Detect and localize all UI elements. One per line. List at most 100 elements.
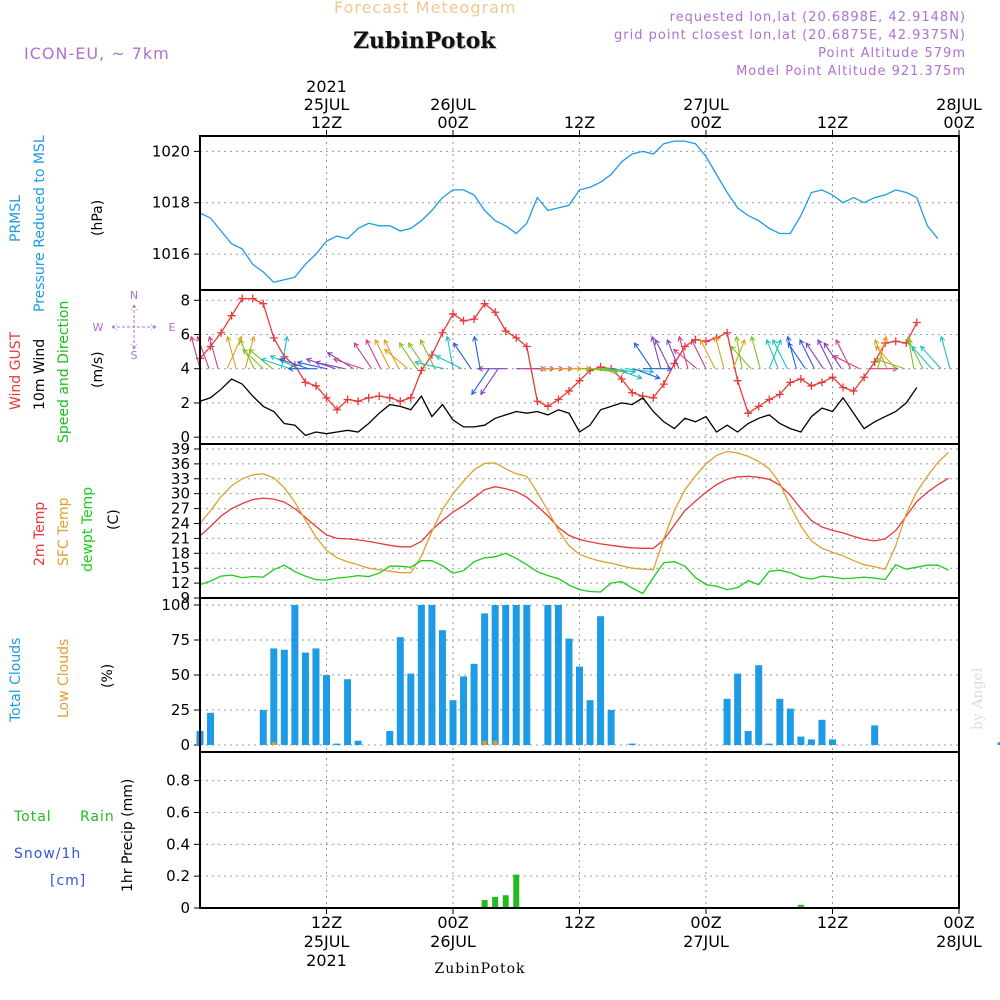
wind-direction-arrowhead: [237, 335, 243, 342]
wind-direction-arrow: [435, 355, 463, 370]
clouds-bar: [807, 739, 815, 745]
wind-direction-arrow: [730, 345, 752, 370]
clouds-bar: [301, 652, 309, 745]
wind-direction-arrowhead: [398, 342, 405, 349]
wind-direction-arrow: [634, 342, 653, 370]
pressure-panel-frame: [199, 135, 960, 291]
dewpt-temp-line: [199, 552, 949, 595]
wind-direction-arrow: [365, 339, 382, 369]
wind-direction-arrow: [261, 358, 291, 370]
wind-direction-arrowhead: [239, 338, 245, 345]
gust-marker: [396, 397, 405, 406]
wind-direction-arrowhead: [305, 357, 312, 364]
clouds-bar: [449, 700, 457, 745]
wind-direction-arrowhead: [907, 338, 913, 345]
clouds-bar: [470, 663, 478, 745]
gust-marker: [301, 378, 310, 387]
wind-direction-arrowhead: [636, 374, 643, 380]
cm-label: [cm]: [50, 873, 87, 889]
wind-direction-arrow: [244, 336, 255, 369]
wind-direction-arrowhead: [471, 389, 477, 396]
wind-direction-arrowhead: [383, 338, 389, 345]
top-hour-label: 00Z: [437, 113, 468, 132]
wind-direction-arrowhead: [269, 354, 276, 361]
clouds-bar: [407, 673, 415, 745]
wind-direction-arrow: [772, 339, 788, 369]
wind-direction-arrowhead: [823, 342, 829, 349]
clouds-bar: [512, 605, 520, 745]
wind-direction-arrowhead: [939, 335, 946, 342]
10m-wind-line: [199, 378, 918, 437]
gust-marker: [438, 328, 447, 337]
clouds-bar: [786, 708, 794, 745]
wind-direction-arrow: [615, 368, 642, 379]
wind-direction-arrowhead: [920, 345, 926, 352]
wind-direction-arrow: [875, 358, 905, 370]
clouds-bar: [333, 743, 341, 746]
snow-label: Snow/1h: [14, 846, 82, 862]
gust-marker: [533, 397, 542, 406]
clouds-bar: [438, 630, 446, 745]
gust-marker: [543, 402, 552, 411]
y-tick-label: 18: [171, 544, 190, 562]
wind-direction-arrow: [673, 349, 698, 370]
clouds-bar: [259, 710, 267, 745]
compass-cross: [111, 304, 157, 350]
y-tick-label: 1016: [152, 245, 190, 263]
precip-bar: [502, 895, 509, 908]
wind-direction-arrow: [768, 339, 782, 369]
clouds-bar: [460, 676, 468, 745]
wind-direction-arrow: [678, 336, 689, 369]
y-tick-label: 30: [171, 485, 190, 503]
wind-direction-arrow: [297, 361, 327, 370]
gust-marker: [849, 386, 858, 395]
gust-marker: [238, 294, 247, 303]
wind-direction-arrowhead: [225, 335, 232, 342]
requested-coords: requested lon,lat (20.6898E, 42.9148N): [669, 10, 966, 25]
wind-direction-arrowhead: [365, 338, 371, 345]
gust-marker: [723, 328, 732, 337]
clouds-bar: [744, 731, 752, 745]
y-tick-label: 25: [171, 701, 190, 719]
gust-marker: [248, 294, 257, 303]
2m-temp-line: [199, 475, 949, 549]
wind-panel-frame: [199, 289, 960, 445]
clouds-bar: [491, 605, 499, 745]
clouds-bar: [417, 605, 425, 745]
gust-marker: [754, 402, 763, 411]
y-tick-label: 15: [171, 559, 190, 577]
wind-direction-arrow: [279, 358, 309, 370]
wind-direction-arrowhead: [882, 335, 889, 342]
wind-direction-arrowhead: [419, 338, 425, 345]
wind-direction-arrowhead: [740, 338, 746, 345]
gust-marker: [796, 374, 805, 383]
top-hour-label: 12Z: [817, 113, 848, 132]
closest-coords: grid point closest lon,lat (20.6875E, 42…: [614, 28, 966, 43]
wind-direction-arrowhead: [734, 335, 740, 342]
bottom-hour-label: 12Z: [311, 913, 342, 932]
clouds-bar: [270, 648, 278, 745]
gust-marker: [554, 395, 563, 404]
wind-direction-arrowhead: [654, 374, 661, 380]
gust-marker: [217, 328, 226, 337]
wind-direction-arrow: [471, 368, 490, 395]
wind-direction-arrow: [208, 336, 219, 369]
wind-direction-arrow: [333, 358, 363, 370]
y-tick-label: 0: [180, 736, 190, 754]
y-tick-label: 6: [180, 325, 190, 343]
y-tick-label: 75: [171, 631, 190, 649]
wind-direction-arrow: [666, 339, 680, 369]
precip-bar: [492, 896, 499, 908]
gust-marker: [659, 380, 668, 389]
wind-direction-arrow: [239, 339, 255, 369]
temperature-panel-frame: [199, 443, 960, 599]
wind-direction-arrow: [420, 339, 436, 369]
wind-direction-arrowhead: [540, 365, 547, 372]
top-date-label: 26JUL: [430, 95, 476, 114]
y-tick-label: 1020: [152, 142, 190, 160]
clouds-bar: [323, 675, 330, 745]
clouds-bar: [776, 698, 784, 745]
wind-direction-arrowhead: [374, 338, 380, 345]
wind-direction-arrowhead: [690, 338, 697, 345]
